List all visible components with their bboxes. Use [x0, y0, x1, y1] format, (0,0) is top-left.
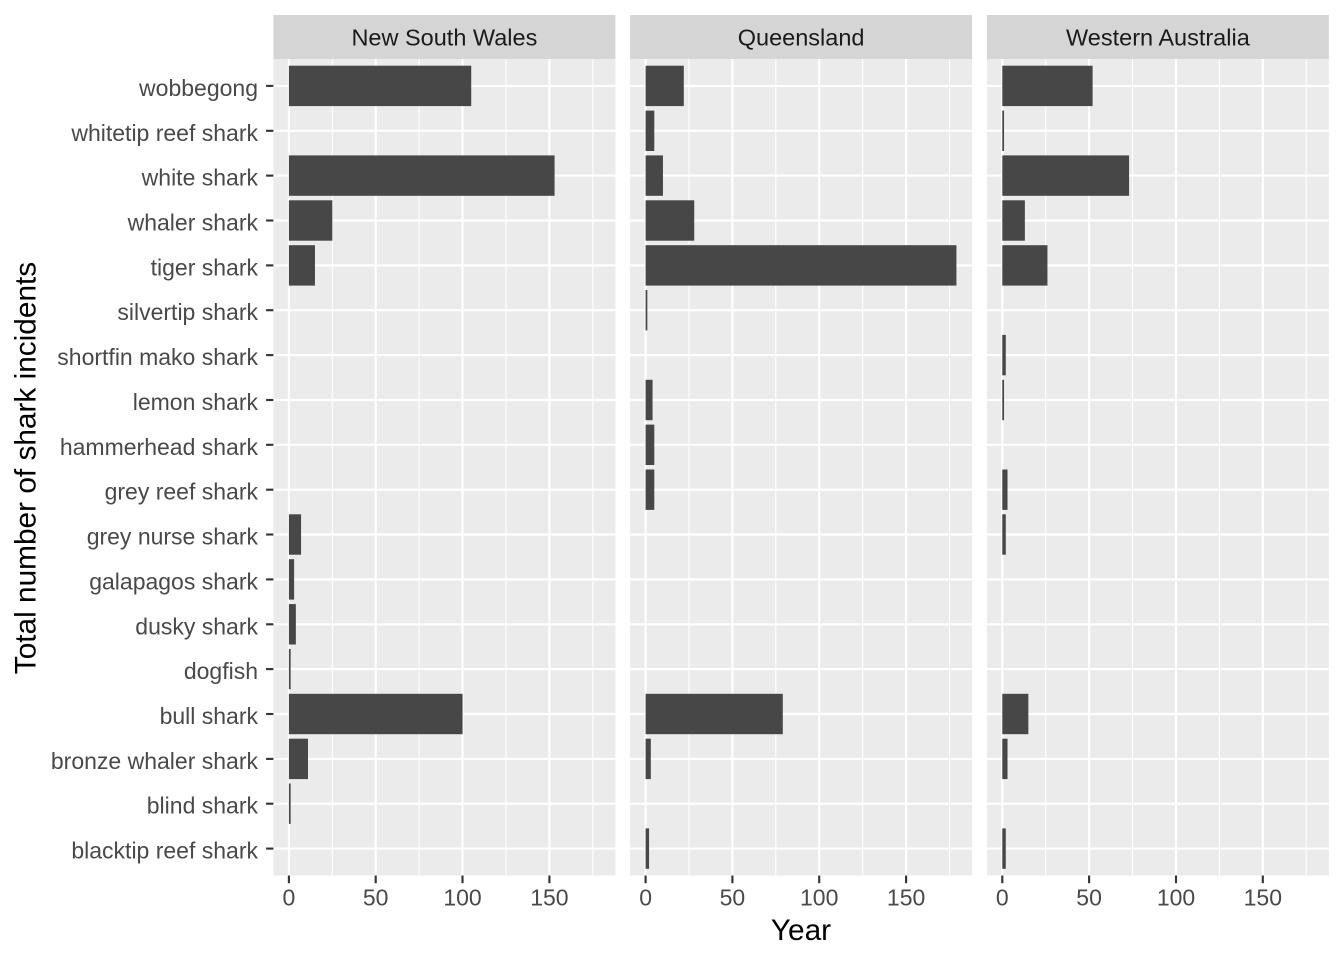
svg-text:150: 150 [530, 885, 568, 911]
svg-text:50: 50 [363, 885, 389, 911]
svg-text:50: 50 [720, 885, 746, 911]
svg-text:grey nurse shark: grey nurse shark [87, 524, 259, 550]
svg-text:100: 100 [443, 885, 481, 911]
svg-text:tiger shark: tiger shark [151, 254, 259, 280]
svg-text:dogfish: dogfish [184, 658, 258, 684]
svg-text:grey reef shark: grey reef shark [105, 479, 259, 505]
svg-text:hammerhead shark: hammerhead shark [60, 434, 259, 460]
svg-text:Year: Year [771, 914, 831, 947]
svg-text:blacktip reef shark: blacktip reef shark [71, 838, 258, 864]
svg-text:Queensland: Queensland [738, 25, 865, 51]
svg-text:blind shark: blind shark [147, 793, 259, 819]
svg-text:Western Australia: Western Australia [1066, 25, 1251, 51]
svg-text:100: 100 [1157, 885, 1195, 911]
svg-text:150: 150 [1244, 885, 1282, 911]
svg-text:0: 0 [996, 885, 1009, 911]
svg-text:bronze whaler shark: bronze whaler shark [51, 748, 259, 774]
svg-text:50: 50 [1076, 885, 1102, 911]
svg-text:dusky shark: dusky shark [135, 613, 258, 639]
svg-text:bull shark: bull shark [160, 703, 259, 729]
svg-text:shortfin mako shark: shortfin mako shark [57, 344, 258, 370]
svg-text:lemon shark: lemon shark [133, 389, 259, 415]
svg-text:New South Wales: New South Wales [351, 25, 537, 51]
svg-text:Total number of shark incident: Total number of shark incidents [10, 262, 43, 674]
svg-text:white shark: white shark [141, 165, 259, 191]
svg-text:0: 0 [283, 885, 296, 911]
svg-text:150: 150 [887, 885, 925, 911]
svg-text:galapagos shark: galapagos shark [89, 568, 258, 594]
svg-text:0: 0 [639, 885, 652, 911]
svg-text:wobbegong: wobbegong [138, 75, 258, 101]
svg-text:100: 100 [800, 885, 838, 911]
svg-text:whitetip reef shark: whitetip reef shark [70, 120, 258, 146]
svg-text:whaler shark: whaler shark [127, 210, 259, 236]
svg-text:silvertip shark: silvertip shark [117, 299, 258, 325]
